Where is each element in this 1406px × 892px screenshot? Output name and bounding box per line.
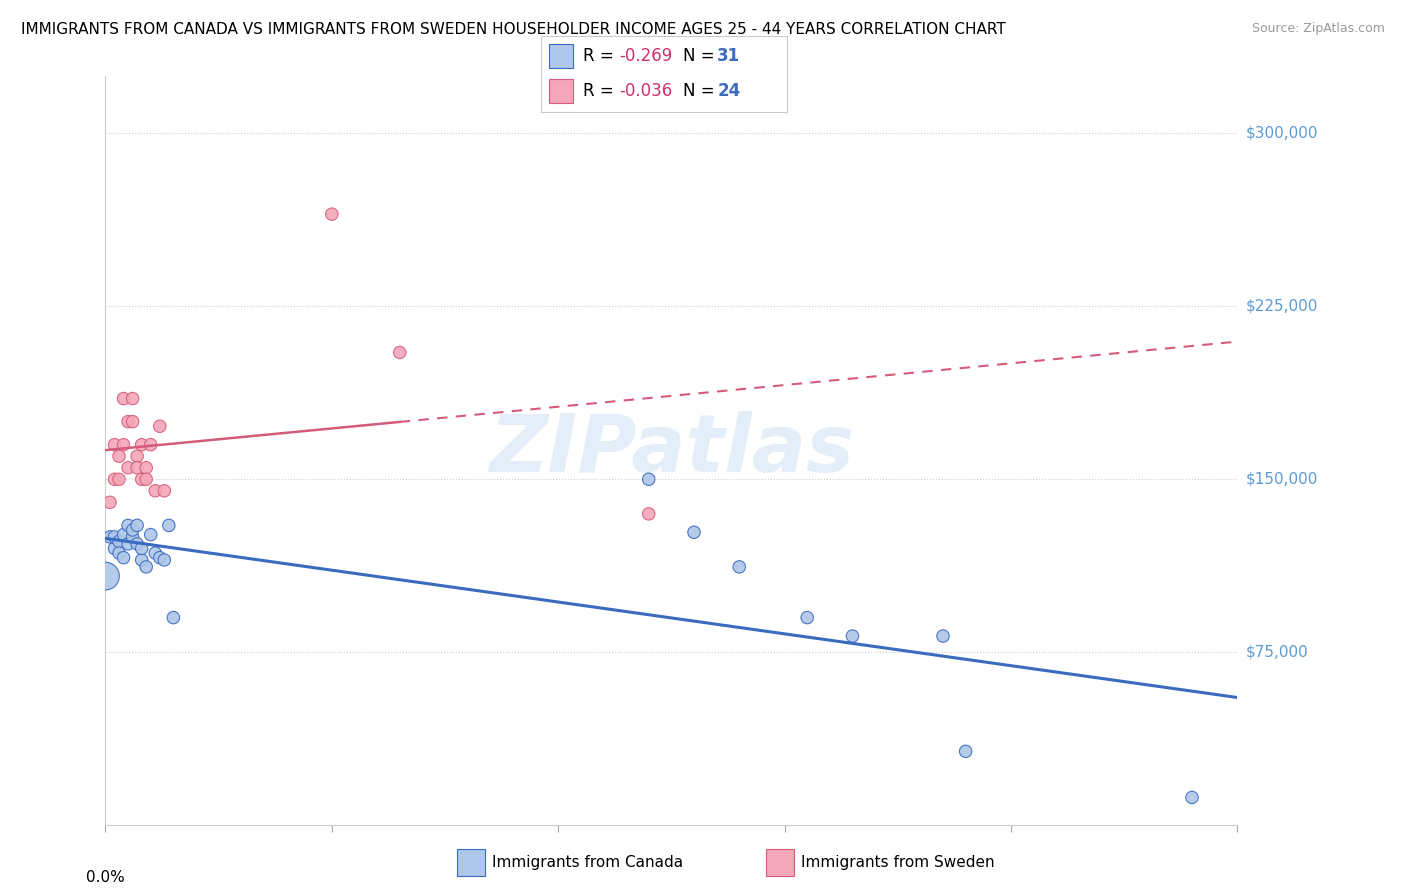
Text: Immigrants from Sweden: Immigrants from Sweden — [801, 855, 995, 870]
Point — [117, 460, 139, 475]
Point — [121, 392, 143, 406]
Point — [94, 569, 117, 583]
Text: N =: N = — [683, 82, 720, 100]
Text: 0.0%: 0.0% — [86, 870, 125, 885]
Text: -0.036: -0.036 — [619, 82, 672, 100]
Point — [112, 392, 135, 406]
Point — [637, 507, 659, 521]
Text: $150,000: $150,000 — [1246, 472, 1317, 487]
Point — [1181, 790, 1204, 805]
Point — [127, 449, 149, 463]
Point — [728, 560, 751, 574]
Point — [108, 534, 131, 549]
Text: Immigrants from Canada: Immigrants from Canada — [492, 855, 683, 870]
Point — [108, 472, 131, 486]
Point — [121, 523, 143, 537]
Point — [131, 472, 153, 486]
Point — [388, 345, 411, 359]
Text: 31: 31 — [717, 47, 741, 65]
Point — [103, 530, 125, 544]
Point — [103, 472, 125, 486]
Point — [135, 460, 157, 475]
Point — [131, 541, 153, 556]
Point — [841, 629, 863, 643]
FancyBboxPatch shape — [548, 44, 574, 69]
Point — [683, 525, 706, 540]
Point — [127, 518, 149, 533]
Text: $75,000: $75,000 — [1246, 645, 1309, 660]
Point — [143, 546, 166, 560]
Point — [103, 438, 125, 452]
Point — [108, 546, 131, 560]
Point — [121, 530, 143, 544]
Point — [162, 610, 184, 624]
Point — [153, 483, 176, 498]
Point — [117, 518, 139, 533]
Point — [127, 537, 149, 551]
Point — [955, 744, 977, 758]
Point — [135, 472, 157, 486]
Text: R =: R = — [583, 47, 619, 65]
Point — [796, 610, 818, 624]
Point — [117, 415, 139, 429]
Point — [127, 460, 149, 475]
Point — [112, 438, 135, 452]
Point — [139, 527, 162, 541]
Point — [121, 415, 143, 429]
Point — [149, 419, 172, 434]
Point — [112, 527, 135, 541]
Text: $225,000: $225,000 — [1246, 299, 1317, 314]
Point — [153, 553, 176, 567]
Text: -0.269: -0.269 — [619, 47, 672, 65]
Text: 24: 24 — [717, 82, 741, 100]
Text: Source: ZipAtlas.com: Source: ZipAtlas.com — [1251, 22, 1385, 36]
Point — [149, 550, 172, 565]
Point — [103, 541, 125, 556]
Point — [637, 472, 659, 486]
Point — [321, 207, 343, 221]
Text: ZIPatlas: ZIPatlas — [489, 411, 853, 490]
Text: IMMIGRANTS FROM CANADA VS IMMIGRANTS FROM SWEDEN HOUSEHOLDER INCOME AGES 25 - 44: IMMIGRANTS FROM CANADA VS IMMIGRANTS FRO… — [21, 22, 1005, 37]
Point — [131, 438, 153, 452]
Point — [932, 629, 955, 643]
Point — [139, 438, 162, 452]
Point — [143, 483, 166, 498]
Point — [135, 560, 157, 574]
Point — [108, 449, 131, 463]
Point — [131, 553, 153, 567]
Point — [112, 550, 135, 565]
Text: $300,000: $300,000 — [1246, 126, 1317, 141]
Text: N =: N = — [683, 47, 720, 65]
Point — [98, 530, 121, 544]
Text: R =: R = — [583, 82, 619, 100]
Point — [117, 537, 139, 551]
FancyBboxPatch shape — [548, 78, 574, 103]
Point — [157, 518, 180, 533]
Point — [98, 495, 121, 509]
